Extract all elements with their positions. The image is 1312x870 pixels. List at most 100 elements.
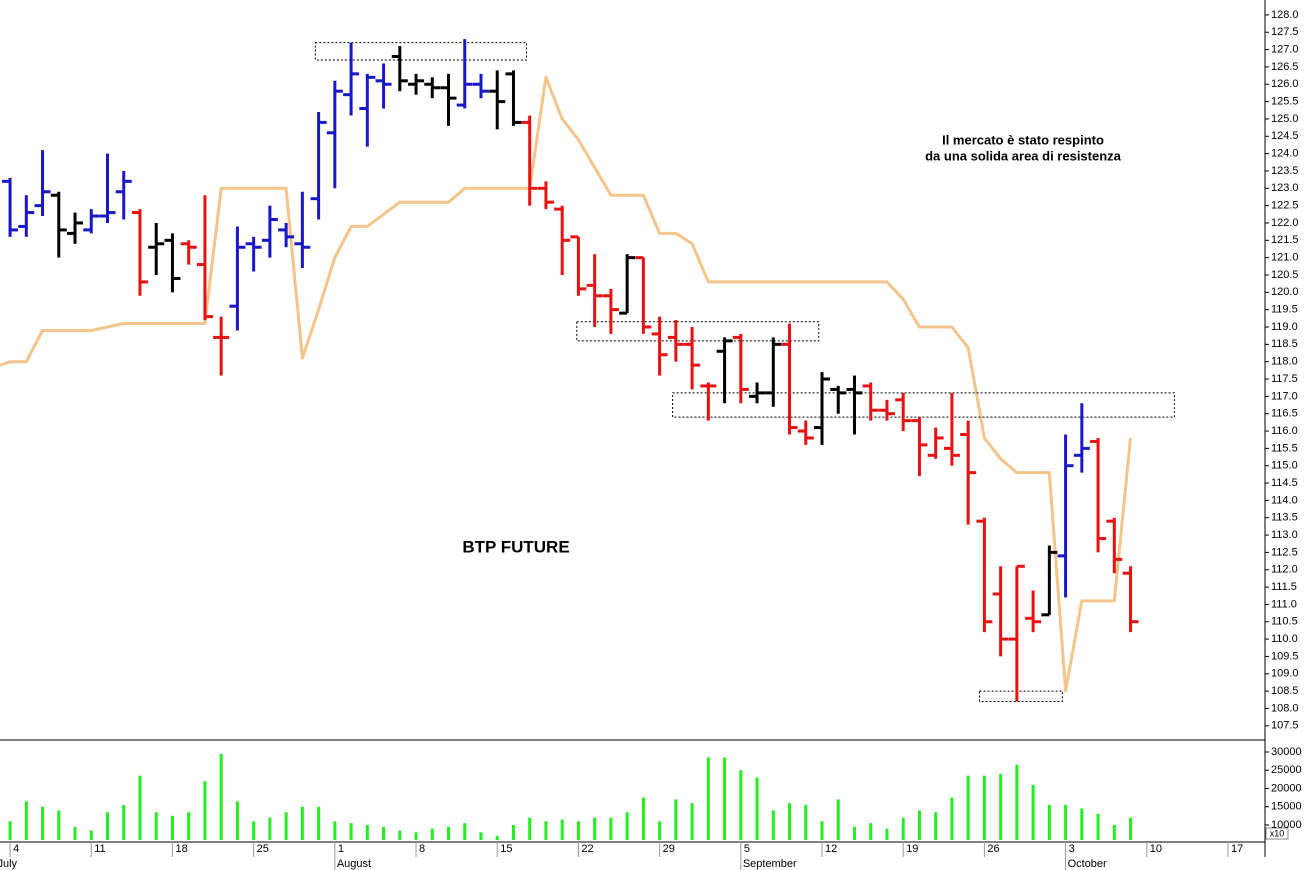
volume-bar bbox=[674, 799, 678, 840]
y-tick-label: 109.5 bbox=[1271, 650, 1299, 662]
volume-bar bbox=[414, 832, 418, 840]
volume-bar bbox=[950, 797, 954, 840]
indicator-line bbox=[0, 75, 1132, 693]
y-tick-label: 111.0 bbox=[1271, 598, 1297, 610]
y-tick-label: 126.0 bbox=[1271, 78, 1299, 90]
x-tick-label: 8 bbox=[419, 843, 425, 855]
y-tick-label: 110.5 bbox=[1271, 616, 1298, 628]
x-tick-label: 25 bbox=[257, 843, 269, 855]
y-tick-label: 124.0 bbox=[1271, 148, 1299, 160]
y-tick-label: 114.5 bbox=[1271, 477, 1298, 489]
volume-bar bbox=[479, 832, 483, 840]
volume-bar bbox=[349, 823, 353, 840]
y-tick-label: 119.0 bbox=[1271, 321, 1298, 333]
resistance-zone bbox=[314, 42, 527, 61]
x-tick-label: 22 bbox=[581, 843, 593, 855]
y-tick-label: 125.0 bbox=[1271, 113, 1299, 125]
volume-bar bbox=[658, 821, 662, 840]
y-tick-label: 124.5 bbox=[1271, 130, 1299, 142]
volume-bar bbox=[934, 812, 938, 840]
y-tick-label: 113.5 bbox=[1271, 512, 1298, 524]
y-tick-label: 127.0 bbox=[1271, 43, 1299, 55]
y-tick-label: 115.0 bbox=[1271, 460, 1298, 472]
volume-bar bbox=[89, 830, 93, 840]
month-label: October bbox=[1068, 858, 1107, 870]
volume-bar bbox=[333, 821, 337, 840]
volume-bar bbox=[73, 826, 77, 840]
volume-bar bbox=[430, 828, 434, 840]
volume-bar bbox=[170, 815, 174, 840]
volume-bar bbox=[106, 812, 110, 840]
y-tick-label: 123.5 bbox=[1271, 165, 1299, 177]
y-tick-label: 20000 bbox=[1271, 782, 1302, 794]
y-tick-label: 117.0 bbox=[1271, 390, 1298, 402]
volume-bar bbox=[690, 803, 694, 840]
x-tick-label: 19 bbox=[906, 843, 918, 855]
y-tick-label: 108.5 bbox=[1271, 685, 1299, 697]
volume-bar bbox=[57, 810, 61, 840]
y-tick-label: 108.0 bbox=[1271, 702, 1299, 714]
y-tick-label: 120.5 bbox=[1271, 269, 1299, 281]
volume-bar bbox=[820, 821, 824, 840]
volume-bar bbox=[1015, 764, 1019, 840]
x-tick-label: 5 bbox=[744, 843, 750, 855]
volume-bar bbox=[917, 810, 921, 840]
volume-bar bbox=[187, 812, 191, 840]
volume-bar bbox=[999, 773, 1003, 840]
volume-bar bbox=[463, 823, 467, 840]
y-tick-label: 15000 bbox=[1271, 801, 1302, 813]
y-tick-label: 112.0 bbox=[1271, 564, 1298, 576]
volume-bar bbox=[804, 804, 808, 840]
y-tick-label: 113.0 bbox=[1271, 529, 1298, 541]
y-tick-label: 109.0 bbox=[1271, 668, 1299, 680]
y-tick-label: 121.0 bbox=[1271, 252, 1299, 264]
y-tick-label: 116.5 bbox=[1271, 408, 1298, 420]
y-tick-label: 25000 bbox=[1271, 764, 1302, 776]
x-tick-label: 29 bbox=[663, 843, 675, 855]
volume-bar bbox=[544, 821, 548, 840]
y-tick-label: 123.0 bbox=[1271, 182, 1299, 194]
month-label: July bbox=[0, 858, 18, 870]
volume-bar bbox=[41, 806, 45, 840]
month-label: September bbox=[743, 858, 797, 870]
volume-bar bbox=[122, 804, 126, 840]
y-tick-label: 117.5 bbox=[1271, 373, 1298, 385]
x-tick-label: 11 bbox=[94, 843, 105, 855]
volume-bar bbox=[8, 821, 12, 840]
volume-bar bbox=[869, 823, 873, 840]
y-tick-label: 115.5 bbox=[1271, 442, 1298, 454]
y-tick-label: 114.0 bbox=[1271, 494, 1298, 506]
x-tick-label: 3 bbox=[1069, 843, 1075, 855]
x-tick-label: 1 bbox=[338, 843, 344, 855]
x-tick-label: 15 bbox=[500, 843, 512, 855]
volume-bar bbox=[268, 817, 272, 840]
volume-bar bbox=[1096, 814, 1100, 840]
annotation: da una solida area di resistenza bbox=[925, 148, 1122, 163]
volume-bar bbox=[154, 812, 158, 840]
y-tick-label: 120.0 bbox=[1271, 286, 1299, 298]
volume-bar bbox=[138, 775, 142, 840]
resistance-zone bbox=[672, 392, 1175, 418]
volume-bar bbox=[852, 826, 856, 840]
volume-bar bbox=[1129, 817, 1133, 840]
price-panel bbox=[0, 39, 1175, 703]
volume-bar bbox=[723, 757, 727, 840]
volume-bar bbox=[252, 821, 256, 840]
volume-bar bbox=[739, 770, 743, 840]
multiplier-box bbox=[1265, 827, 1289, 840]
y-tick-label: 118.5 bbox=[1271, 338, 1298, 350]
volume-bar bbox=[235, 801, 239, 840]
volume-bar bbox=[641, 797, 645, 840]
y-tick-label: 126.5 bbox=[1271, 61, 1299, 73]
volume-bar bbox=[576, 821, 580, 840]
y-tick-label: 122.0 bbox=[1271, 217, 1299, 229]
volume-bar bbox=[771, 810, 775, 840]
volume-bar bbox=[528, 817, 532, 840]
volume-bar bbox=[593, 817, 597, 840]
volume-bar bbox=[203, 781, 207, 840]
y-tick-label: 10000 bbox=[1271, 819, 1302, 831]
y-tick-label: 116.0 bbox=[1271, 425, 1298, 437]
y-tick-label: 128.0 bbox=[1271, 9, 1299, 21]
